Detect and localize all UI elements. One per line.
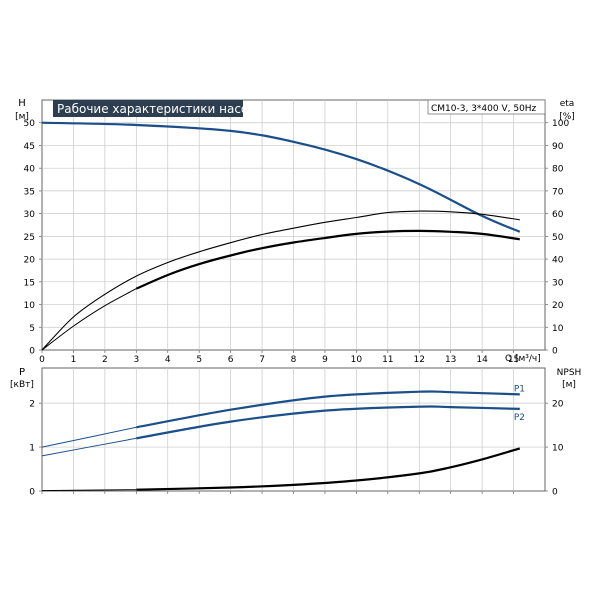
right-y-tick-label: 70 xyxy=(552,187,564,197)
left-y-tick-label: 40 xyxy=(24,165,36,175)
bottom-series-1-extrapolated-line xyxy=(41,437,137,457)
top-grid xyxy=(39,100,548,353)
x-tick-label: 9 xyxy=(322,355,328,365)
head-efficiency-panel: 0 1 2 3 4 5 6 7 8 9 10 11 12 13 14 15051015202530354045… xyxy=(15,98,575,365)
top-series-1-line xyxy=(41,210,520,351)
x-tick-label: 13 xyxy=(445,355,456,365)
x-tick-label: 2 xyxy=(102,355,108,365)
left-y-tick-label: 1 xyxy=(29,444,35,454)
x-tick-label: 8 xyxy=(291,355,297,365)
left-y-tick-label: 0 xyxy=(29,488,35,498)
left-y-tick-label: 15 xyxy=(24,278,35,288)
series-name-p1: P1 xyxy=(514,384,525,394)
x-tick-label: 15 xyxy=(508,355,519,365)
bottom-series-1-line xyxy=(136,405,520,440)
bottom-grid xyxy=(39,368,548,494)
x-tick-label: 6 xyxy=(228,355,234,365)
x-tick-label: 7 xyxy=(259,355,265,365)
bottom-series-0-line xyxy=(136,390,520,429)
left-y-tick-label: 35 xyxy=(24,187,35,197)
right-y-tick-label: 10 xyxy=(552,324,564,334)
top-series-2-extrapolated-line xyxy=(41,288,137,351)
left-y-tick-label: 45 xyxy=(24,142,35,152)
right-y-tick-label: 10 xyxy=(552,444,564,454)
x-tick-label: 4 xyxy=(165,355,171,365)
right-axis-symbol-npsh: NPSH xyxy=(557,368,582,378)
left-y-tick-label: 2 xyxy=(29,400,35,410)
series-name-p2: P2 xyxy=(514,413,525,423)
top-tick-labels: 0 1 2 3 4 5 6 7 8 9 10 11 12 13 14 15051015202530354045… xyxy=(24,119,570,365)
x-tick-label: 3 xyxy=(133,355,139,365)
x-tick-label: 10 xyxy=(351,355,363,365)
bottom-series-group xyxy=(41,390,521,492)
left-y-tick-label: 0 xyxy=(29,347,35,357)
chart-title: Рабочие характеристики насоса xyxy=(57,102,262,116)
right-axis-unit-m: [м] xyxy=(562,380,576,390)
bottom-series-names: P1 P2 xyxy=(514,384,525,422)
left-axis-symbol-p: P xyxy=(19,367,25,378)
bottom-series-2-line xyxy=(136,447,521,491)
bottom-series-2-extrapolated-line xyxy=(41,489,137,492)
right-y-tick-label: 90 xyxy=(552,142,564,152)
right-y-tick-label: 30 xyxy=(552,278,564,288)
right-axis-symbol-eta: eta xyxy=(560,99,575,109)
x-tick-label: 0 xyxy=(39,355,45,365)
model-label: CM10-3, 3*400 V, 50Hz xyxy=(431,104,537,114)
left-y-tick-label: 10 xyxy=(24,301,36,311)
x-tick-label: 14 xyxy=(476,355,488,365)
left-y-tick-label: 25 xyxy=(24,233,35,243)
right-y-tick-label: 80 xyxy=(552,165,564,175)
right-axis-unit-percent: [%] xyxy=(559,112,575,122)
right-y-tick-label: 20 xyxy=(552,400,564,410)
x-axis-label: Q [м³/ч] xyxy=(505,354,541,364)
x-tick-label: 1 xyxy=(71,355,77,365)
left-y-tick-label: 50 xyxy=(24,119,36,129)
model-label-box xyxy=(427,99,546,115)
left-y-tick-label: 30 xyxy=(24,210,36,220)
right-y-tick-label: 40 xyxy=(552,256,564,266)
x-tick-label: 11 xyxy=(382,355,393,365)
right-y-tick-label: 0 xyxy=(552,347,558,357)
x-tick-label: 5 xyxy=(196,355,202,365)
x-tick-label: 12 xyxy=(414,355,425,365)
left-y-tick-label: 5 xyxy=(29,324,35,334)
top-series-2-line xyxy=(135,229,520,290)
right-y-tick-label: 100 xyxy=(552,119,569,129)
right-y-tick-label: 0 xyxy=(552,488,558,498)
left-axis-symbol-h: H xyxy=(18,98,26,109)
top-series-0-line xyxy=(41,121,521,233)
left-y-tick-label: 20 xyxy=(24,256,36,266)
right-y-tick-label: 20 xyxy=(552,301,564,311)
left-axis-unit-kw: [кВт] xyxy=(10,380,34,390)
top-series-group xyxy=(41,121,521,351)
bottom-series-0-extrapolated-line xyxy=(41,426,137,448)
chart-title-box xyxy=(53,100,243,117)
left-axis-unit-m: [м] xyxy=(15,112,29,122)
right-y-tick-label: 50 xyxy=(552,233,564,243)
right-y-tick-label: 60 xyxy=(552,210,564,220)
